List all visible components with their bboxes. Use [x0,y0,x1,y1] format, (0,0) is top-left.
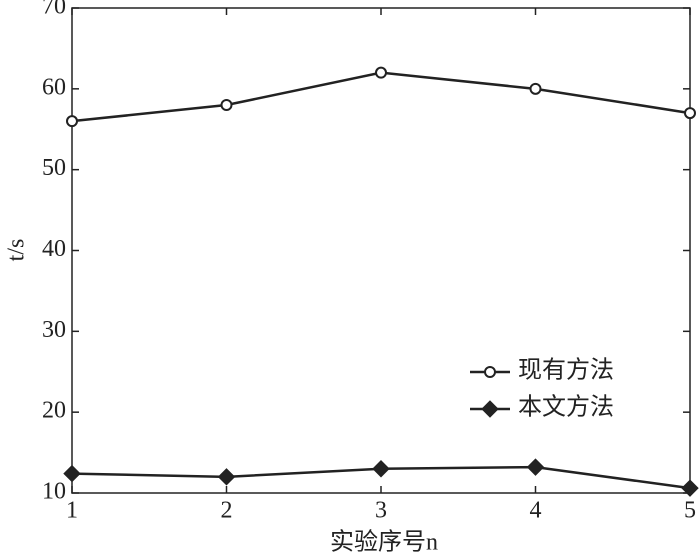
x-tick-label: 5 [684,498,696,524]
x-tick-label: 4 [530,498,542,524]
x-axis-label: 实验序号n [330,529,438,556]
y-tick-label: 50 [42,155,66,181]
y-tick-label: 40 [42,236,66,262]
data-point [681,479,699,497]
y-axis-label: t/s [4,239,30,262]
legend-marker [484,366,496,378]
legend-label: 本文方法 [518,394,614,421]
x-tick-label: 2 [221,498,233,524]
y-tick-label: 20 [42,398,66,424]
legend-marker [481,400,499,418]
y-tick-label: 70 [42,0,66,20]
data-point [217,468,236,486]
y-tick-label: 10 [42,479,66,505]
data-point [220,99,233,111]
data-point [526,458,545,476]
y-tick-label: 60 [42,74,66,100]
legend-label: 现有方法 [518,357,614,384]
y-tick-label: 30 [42,317,66,343]
data-point [684,107,696,120]
data-point [375,66,387,79]
data-point [529,82,542,95]
series-line [71,71,691,123]
data-point [63,464,81,483]
data-point [66,115,78,128]
x-tick-label: 3 [375,498,387,524]
x-tick-label: 1 [66,498,78,524]
data-point [372,460,390,478]
